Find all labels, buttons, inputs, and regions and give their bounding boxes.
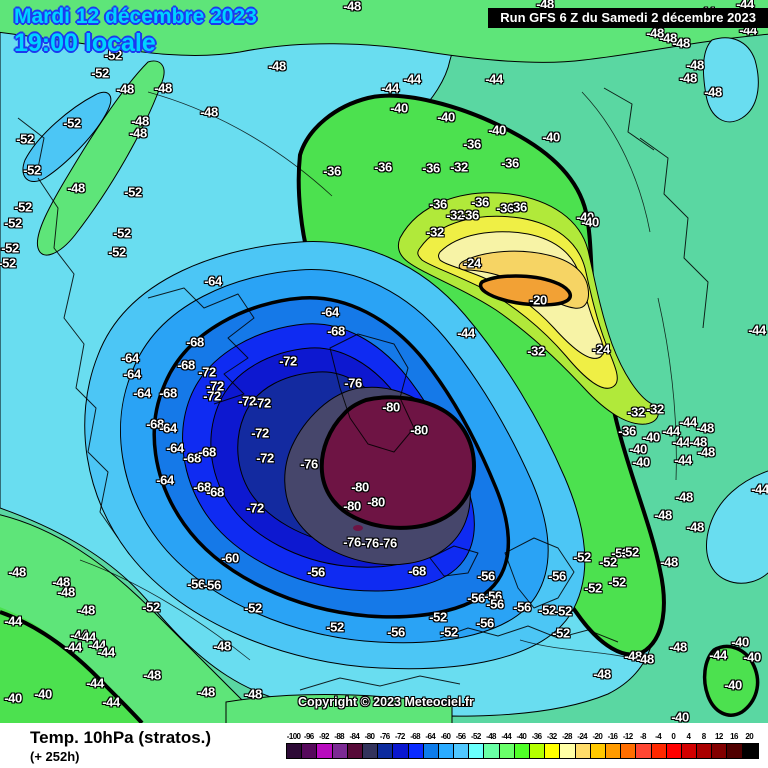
br-40-contour-blob	[702, 644, 760, 717]
colorbar-swatch	[362, 744, 379, 758]
colorbar-tick: -48	[486, 732, 496, 741]
colorbar-swatch	[636, 744, 652, 758]
colorbar-tick: 8	[701, 732, 706, 741]
colorbar-swatch	[484, 744, 500, 758]
colorbar-swatch	[408, 744, 424, 758]
colorbar-swatch	[469, 744, 485, 758]
band-tl-green-sliver	[36, 60, 165, 256]
colorbar-swatch	[347, 744, 363, 758]
colorbar-tick: -28	[562, 732, 572, 741]
copyright-text: Copyright © 2023 Meteociel.fr	[298, 695, 474, 709]
colorbar-tick: 12	[714, 732, 723, 741]
colorbar-tick: -64	[425, 732, 436, 741]
colorbar-tick: -60	[440, 732, 451, 741]
colorbar-tick: -92	[319, 732, 329, 741]
colorbar-tick: -24	[577, 732, 588, 741]
colorbar-swatch	[712, 744, 728, 758]
colorbar-tick: 16	[730, 732, 738, 741]
colorbar-tick: -76	[379, 732, 390, 741]
colorbar-swatch	[742, 744, 758, 758]
colorbar-swatch	[454, 744, 470, 758]
colorbar-swatch	[666, 744, 682, 758]
colorbar-swatch	[681, 744, 698, 758]
valid-time-block: Mardi 12 décembre 2023 19:00 locale	[14, 5, 257, 58]
coastlines	[17, 87, 709, 691]
band-tr-cyan-patch	[703, 37, 759, 123]
colorbar-swatch	[575, 744, 591, 758]
band-tl-lightblue-sliver	[22, 91, 112, 183]
colorbar-tick: -56	[455, 732, 466, 741]
colorbar-swatch-row	[286, 743, 760, 759]
colorbar-tick: -44	[501, 732, 512, 741]
colorbar-swatch	[605, 744, 622, 758]
colorbar-tick: -32	[546, 732, 557, 741]
colorbar-tick: -16	[607, 732, 618, 741]
vortex-core-80-contour	[319, 395, 477, 530]
colorbar-swatch	[530, 744, 546, 758]
colorbar-tick: -96	[303, 732, 314, 741]
colorbar-swatch	[514, 744, 530, 758]
colorbar-swatch	[378, 744, 394, 758]
colorbar-tick: -88	[334, 732, 345, 741]
colorbar-tick: -36	[531, 732, 542, 741]
colorbar-swatch	[697, 744, 713, 758]
colorbar-swatch	[560, 744, 576, 758]
colorbar-tick: 20	[745, 732, 754, 741]
colorbar-tick: -52	[470, 732, 481, 741]
colorbar-tick: 4	[686, 732, 691, 741]
temperature-colorbar: -100 -96 -92 -88 -84 -80 -76 -72 -68 -64 -60 -56 -52…	[286, 732, 760, 759]
colorbar-swatch	[317, 744, 333, 758]
band-bottom-green	[225, 694, 453, 723]
colorbar-tick: -84	[349, 732, 360, 741]
thin-contours	[79, 91, 677, 661]
colorbar-swatch	[621, 744, 637, 758]
colorbar-swatch	[423, 744, 439, 758]
colorbar-tick: -72	[395, 732, 405, 741]
map-area: -48-48-44-44-44-48-48-48-48-48-48-48-44-…	[0, 0, 768, 723]
colorbar-tick: -40	[516, 732, 527, 741]
colorbar-tick: -80	[364, 732, 375, 741]
colorbar-tick: -20	[592, 732, 603, 741]
colorbar-swatch	[651, 744, 667, 758]
colorbar-swatch	[302, 744, 318, 758]
colorbar-swatch	[499, 744, 515, 758]
colorbar-tick: -12	[622, 732, 633, 741]
parameter-label: Temp. 10hPa (stratos.)	[30, 728, 212, 747]
vortex-core-speckle	[353, 525, 363, 531]
legend-footer: Temp. 10hPa (stratos.) (+ 252h) -100 -96-…	[0, 723, 768, 768]
colorbar-tick: -8	[639, 732, 647, 741]
colorbar-tick: -4	[655, 732, 662, 741]
band-bl-bright-green	[0, 607, 142, 723]
colorbar-tick: 0	[671, 732, 676, 741]
warm-core-20-contour	[478, 274, 573, 307]
bl-40-contour	[0, 610, 144, 723]
colorbar-swatch	[332, 744, 348, 758]
colorbar-swatch	[590, 744, 606, 758]
band-right-cyan-wedge	[706, 470, 768, 584]
model-run-banner: Run GFS 6 Z du Samedi 2 décembre 2023	[488, 8, 768, 28]
colorbar-swatch	[287, 744, 303, 758]
colorbar-tick: -68	[410, 732, 420, 741]
colorbar-tick: -100	[286, 732, 301, 741]
colorbar-swatch	[438, 744, 455, 758]
valid-date: Mardi 12 décembre 2023	[14, 5, 257, 28]
colorbar-swatch	[393, 744, 409, 758]
valid-local-time: 19:00 locale	[14, 29, 156, 58]
colorbar-tick-row: -100 -96 -92 -88 -84 -80 -76 -72 -68 -64 -60 -56 -52…	[286, 732, 759, 742]
colorbar-swatch	[727, 744, 743, 758]
forecast-step-label: (+ 252h)	[30, 749, 80, 764]
colorbar-swatch	[545, 744, 561, 758]
stratospheric-temperature-map	[0, 0, 768, 723]
